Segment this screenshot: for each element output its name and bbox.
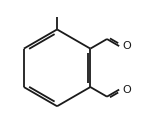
Text: O: O [122,41,131,51]
Text: O: O [122,85,131,95]
